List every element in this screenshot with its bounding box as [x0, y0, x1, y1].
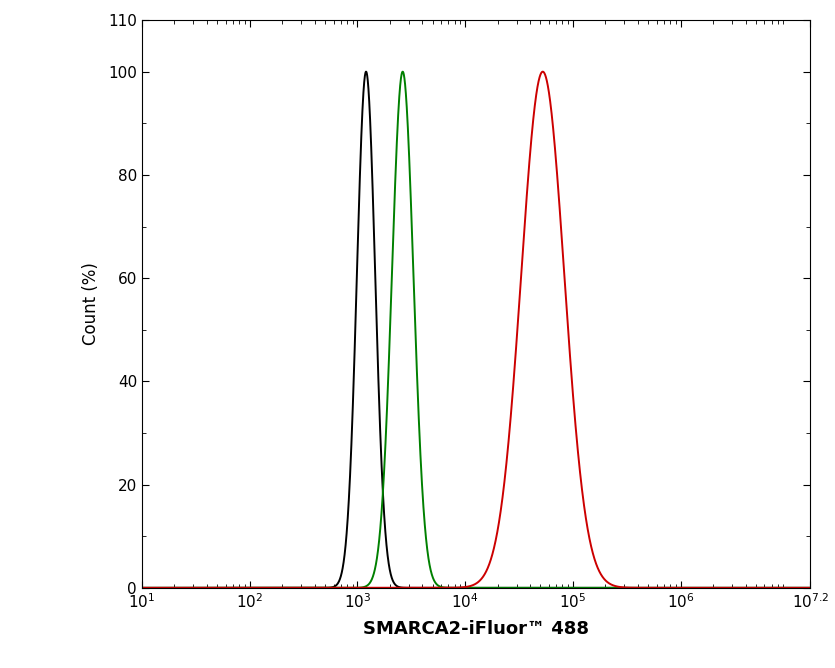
Y-axis label: Count (%): Count (%): [82, 263, 100, 345]
X-axis label: SMARCA2-iFluor™ 488: SMARCA2-iFluor™ 488: [363, 620, 589, 638]
